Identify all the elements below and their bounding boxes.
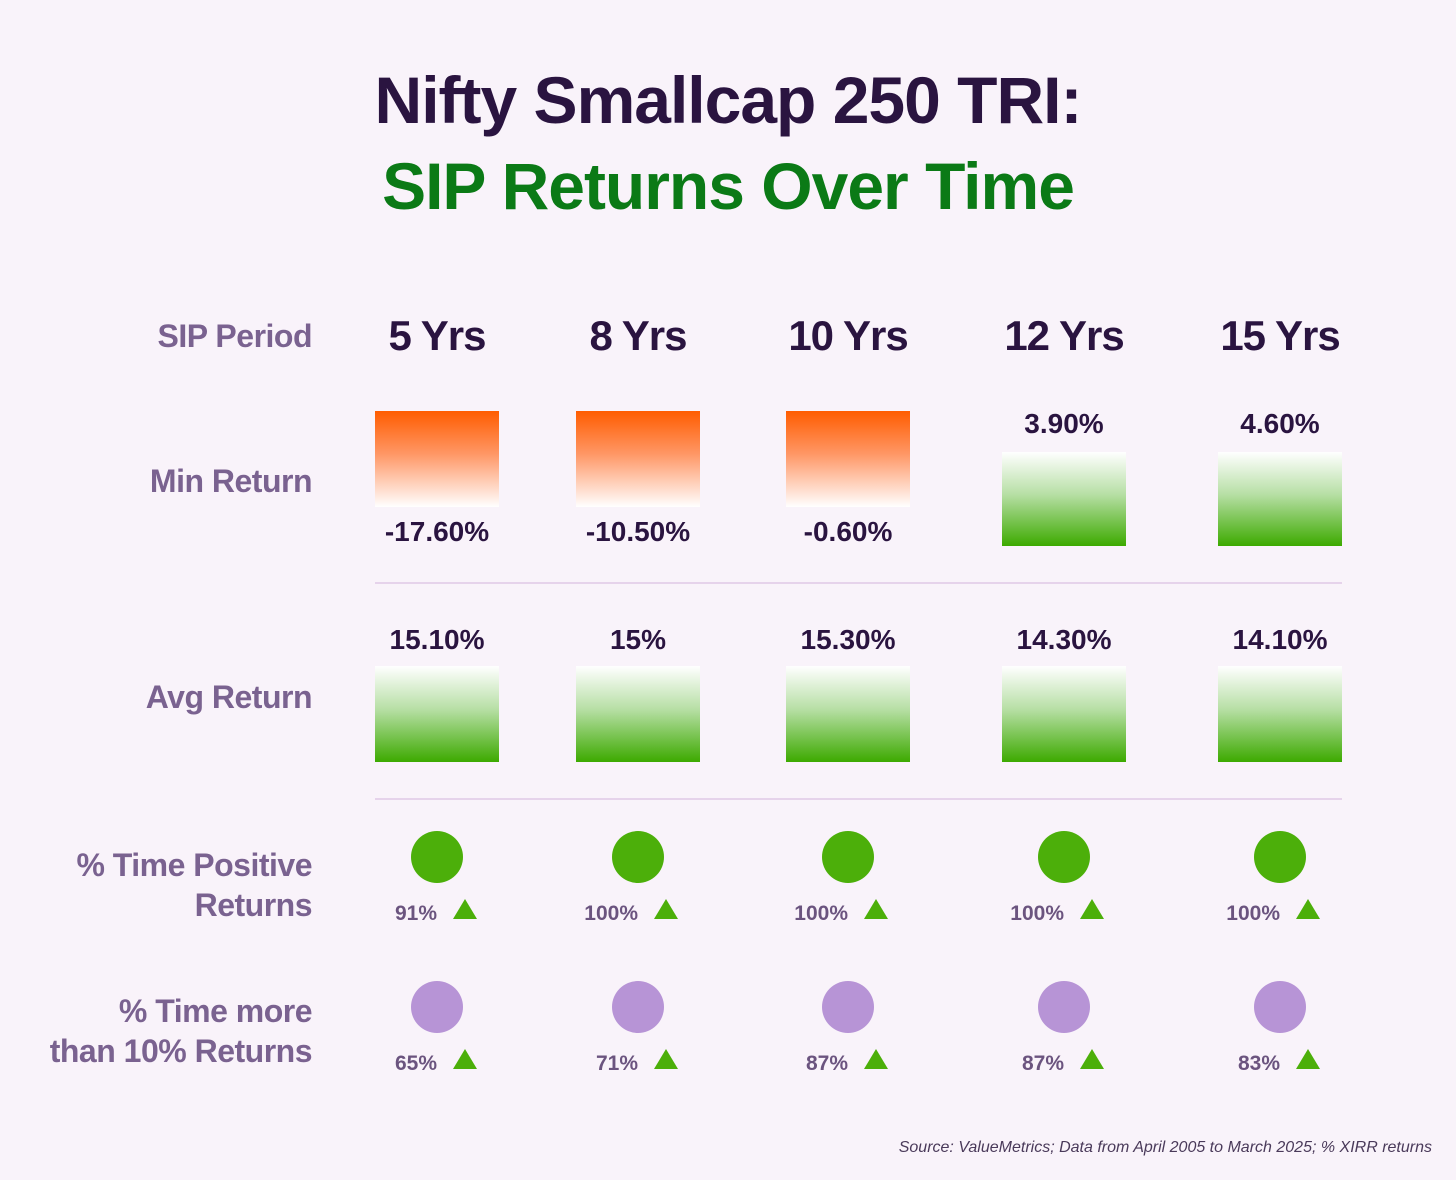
positive-indicator-dot	[612, 831, 664, 883]
positive-indicator-dot	[1038, 831, 1090, 883]
above-10-indicator-dot	[612, 981, 664, 1033]
avg-return-bar	[786, 666, 910, 762]
up-triangle-icon	[1080, 899, 1104, 919]
min-return-label: -10.50%	[585, 516, 691, 547]
avg-return-label: 15.10%	[389, 624, 485, 655]
min-return-label: 3.90%	[1024, 408, 1104, 439]
row-label-time-positive-line2: Returns	[194, 887, 313, 923]
pct-time-above-10-label: 71%	[595, 1052, 638, 1075]
up-triangle-icon	[654, 1049, 678, 1069]
pct-time-above-10-label: 87%	[1021, 1052, 1064, 1075]
pct-time-positive-label: 100%	[794, 902, 848, 925]
avg-return-label: 15.30%	[800, 624, 896, 655]
source-note: Source: ValueMetrics; Data from April 20…	[898, 1139, 1432, 1156]
row-label-time-above-10-line2: than 10% Returns	[49, 1033, 313, 1069]
up-triangle-icon	[453, 1049, 477, 1069]
min-return-bar	[786, 411, 910, 507]
period-header: 8 Yrs	[589, 312, 688, 359]
min-return-label: -0.60%	[803, 516, 893, 547]
period-header: 10 Yrs	[788, 312, 908, 359]
above-10-indicator-dot	[1254, 981, 1306, 1033]
row-label-avg-return: Avg Return	[145, 679, 313, 715]
min-return-bar	[375, 411, 499, 507]
up-triangle-icon	[453, 899, 477, 919]
avg-return-label: 14.10%	[1232, 624, 1328, 655]
chart-subtitle: SIP Returns Over Time	[382, 149, 1075, 223]
row-label-time-positive-line1: % Time Positive	[76, 847, 312, 883]
pct-time-positive-label: 100%	[1226, 902, 1280, 925]
positive-indicator-dot	[822, 831, 874, 883]
divider-avg-stats	[375, 798, 1342, 800]
up-triangle-icon	[1296, 899, 1320, 919]
period-header: 12 Yrs	[1004, 312, 1124, 359]
min-return-label: 4.60%	[1240, 408, 1320, 439]
pct-time-positive-label: 91%	[394, 902, 437, 925]
row-label-sip-period: SIP Period	[157, 318, 313, 354]
avg-return-label: 15%	[609, 624, 667, 655]
min-return-bar	[1002, 452, 1126, 546]
min-return-bar	[576, 411, 700, 507]
divider-min-avg	[375, 582, 1342, 584]
up-triangle-icon	[864, 1049, 888, 1069]
period-header: 15 Yrs	[1220, 312, 1340, 359]
avg-return-bar	[1218, 666, 1342, 762]
period-header: 5 Yrs	[388, 312, 487, 359]
avg-return-bar	[375, 666, 499, 762]
row-label-time-above-10-line1: % Time more	[118, 993, 313, 1029]
pct-time-above-10-label: 65%	[394, 1052, 437, 1075]
avg-return-label: 14.30%	[1016, 624, 1112, 655]
above-10-indicator-dot	[411, 981, 463, 1033]
up-triangle-icon	[654, 899, 678, 919]
avg-return-bar	[1002, 666, 1126, 762]
row-label-time-positive: % Time Positive Returns	[76, 845, 312, 925]
pct-time-above-10-label: 87%	[805, 1052, 848, 1075]
pct-time-positive-label: 100%	[584, 902, 638, 925]
above-10-indicator-dot	[822, 981, 874, 1033]
min-return-label: -17.60%	[384, 516, 490, 547]
row-label-time-above-10: % Time more than 10% Returns	[49, 991, 313, 1071]
positive-indicator-dot	[411, 831, 463, 883]
up-triangle-icon	[1296, 1049, 1320, 1069]
up-triangle-icon	[1080, 1049, 1104, 1069]
positive-indicator-dot	[1254, 831, 1306, 883]
row-label-min-return: Min Return	[149, 463, 313, 499]
above-10-indicator-dot	[1038, 981, 1090, 1033]
pct-time-positive-label: 100%	[1010, 902, 1064, 925]
chart-title: Nifty Smallcap 250 TRI:	[374, 63, 1083, 137]
min-return-bar	[1218, 452, 1342, 546]
up-triangle-icon	[864, 899, 888, 919]
pct-time-above-10-label: 83%	[1237, 1052, 1280, 1075]
avg-return-bar	[576, 666, 700, 762]
